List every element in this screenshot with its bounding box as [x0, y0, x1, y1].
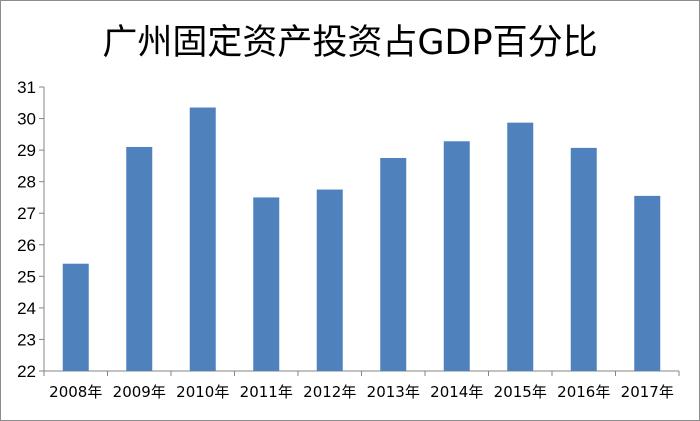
x-tick-label: 2016年 — [557, 383, 610, 401]
bar — [634, 195, 661, 371]
x-tick-label: 2009年 — [113, 383, 166, 401]
y-tick-label: 31 — [17, 78, 36, 97]
y-tick-label: 22 — [17, 362, 36, 381]
chart-title: 广州固定资产投资占GDP百分比 — [102, 23, 597, 63]
bar — [62, 263, 89, 371]
x-tick-label: 2015年 — [494, 383, 547, 401]
y-tick-label: 23 — [17, 330, 36, 349]
bar — [253, 197, 280, 371]
x-tick-label: 2017年 — [621, 383, 674, 401]
x-tick-label: 2011年 — [240, 383, 293, 401]
y-tick-label: 28 — [17, 173, 36, 192]
x-tick-label: 2010年 — [176, 383, 229, 401]
bar — [189, 107, 216, 371]
bar — [126, 146, 153, 371]
y-tick-label: 26 — [17, 236, 36, 255]
bar — [570, 147, 597, 371]
bar — [443, 141, 470, 371]
x-tick-label: 2012年 — [303, 383, 356, 401]
y-tick-label: 29 — [17, 141, 36, 160]
y-tick-label: 30 — [17, 110, 36, 129]
y-tick-label: 24 — [17, 299, 36, 318]
bar — [316, 189, 343, 371]
y-tick-label: 27 — [17, 204, 36, 223]
bar — [507, 122, 534, 371]
y-tick-label: 25 — [17, 267, 36, 286]
x-tick-label: 2008年 — [49, 383, 102, 401]
plot-area: 22 23 24 25 26 27 28 29 30 31 2008年 2009年 2010年 2011年… — [17, 78, 680, 401]
bar — [380, 158, 407, 371]
x-tick-label: 2014年 — [430, 383, 483, 401]
x-tick-label: 2013年 — [367, 383, 420, 401]
